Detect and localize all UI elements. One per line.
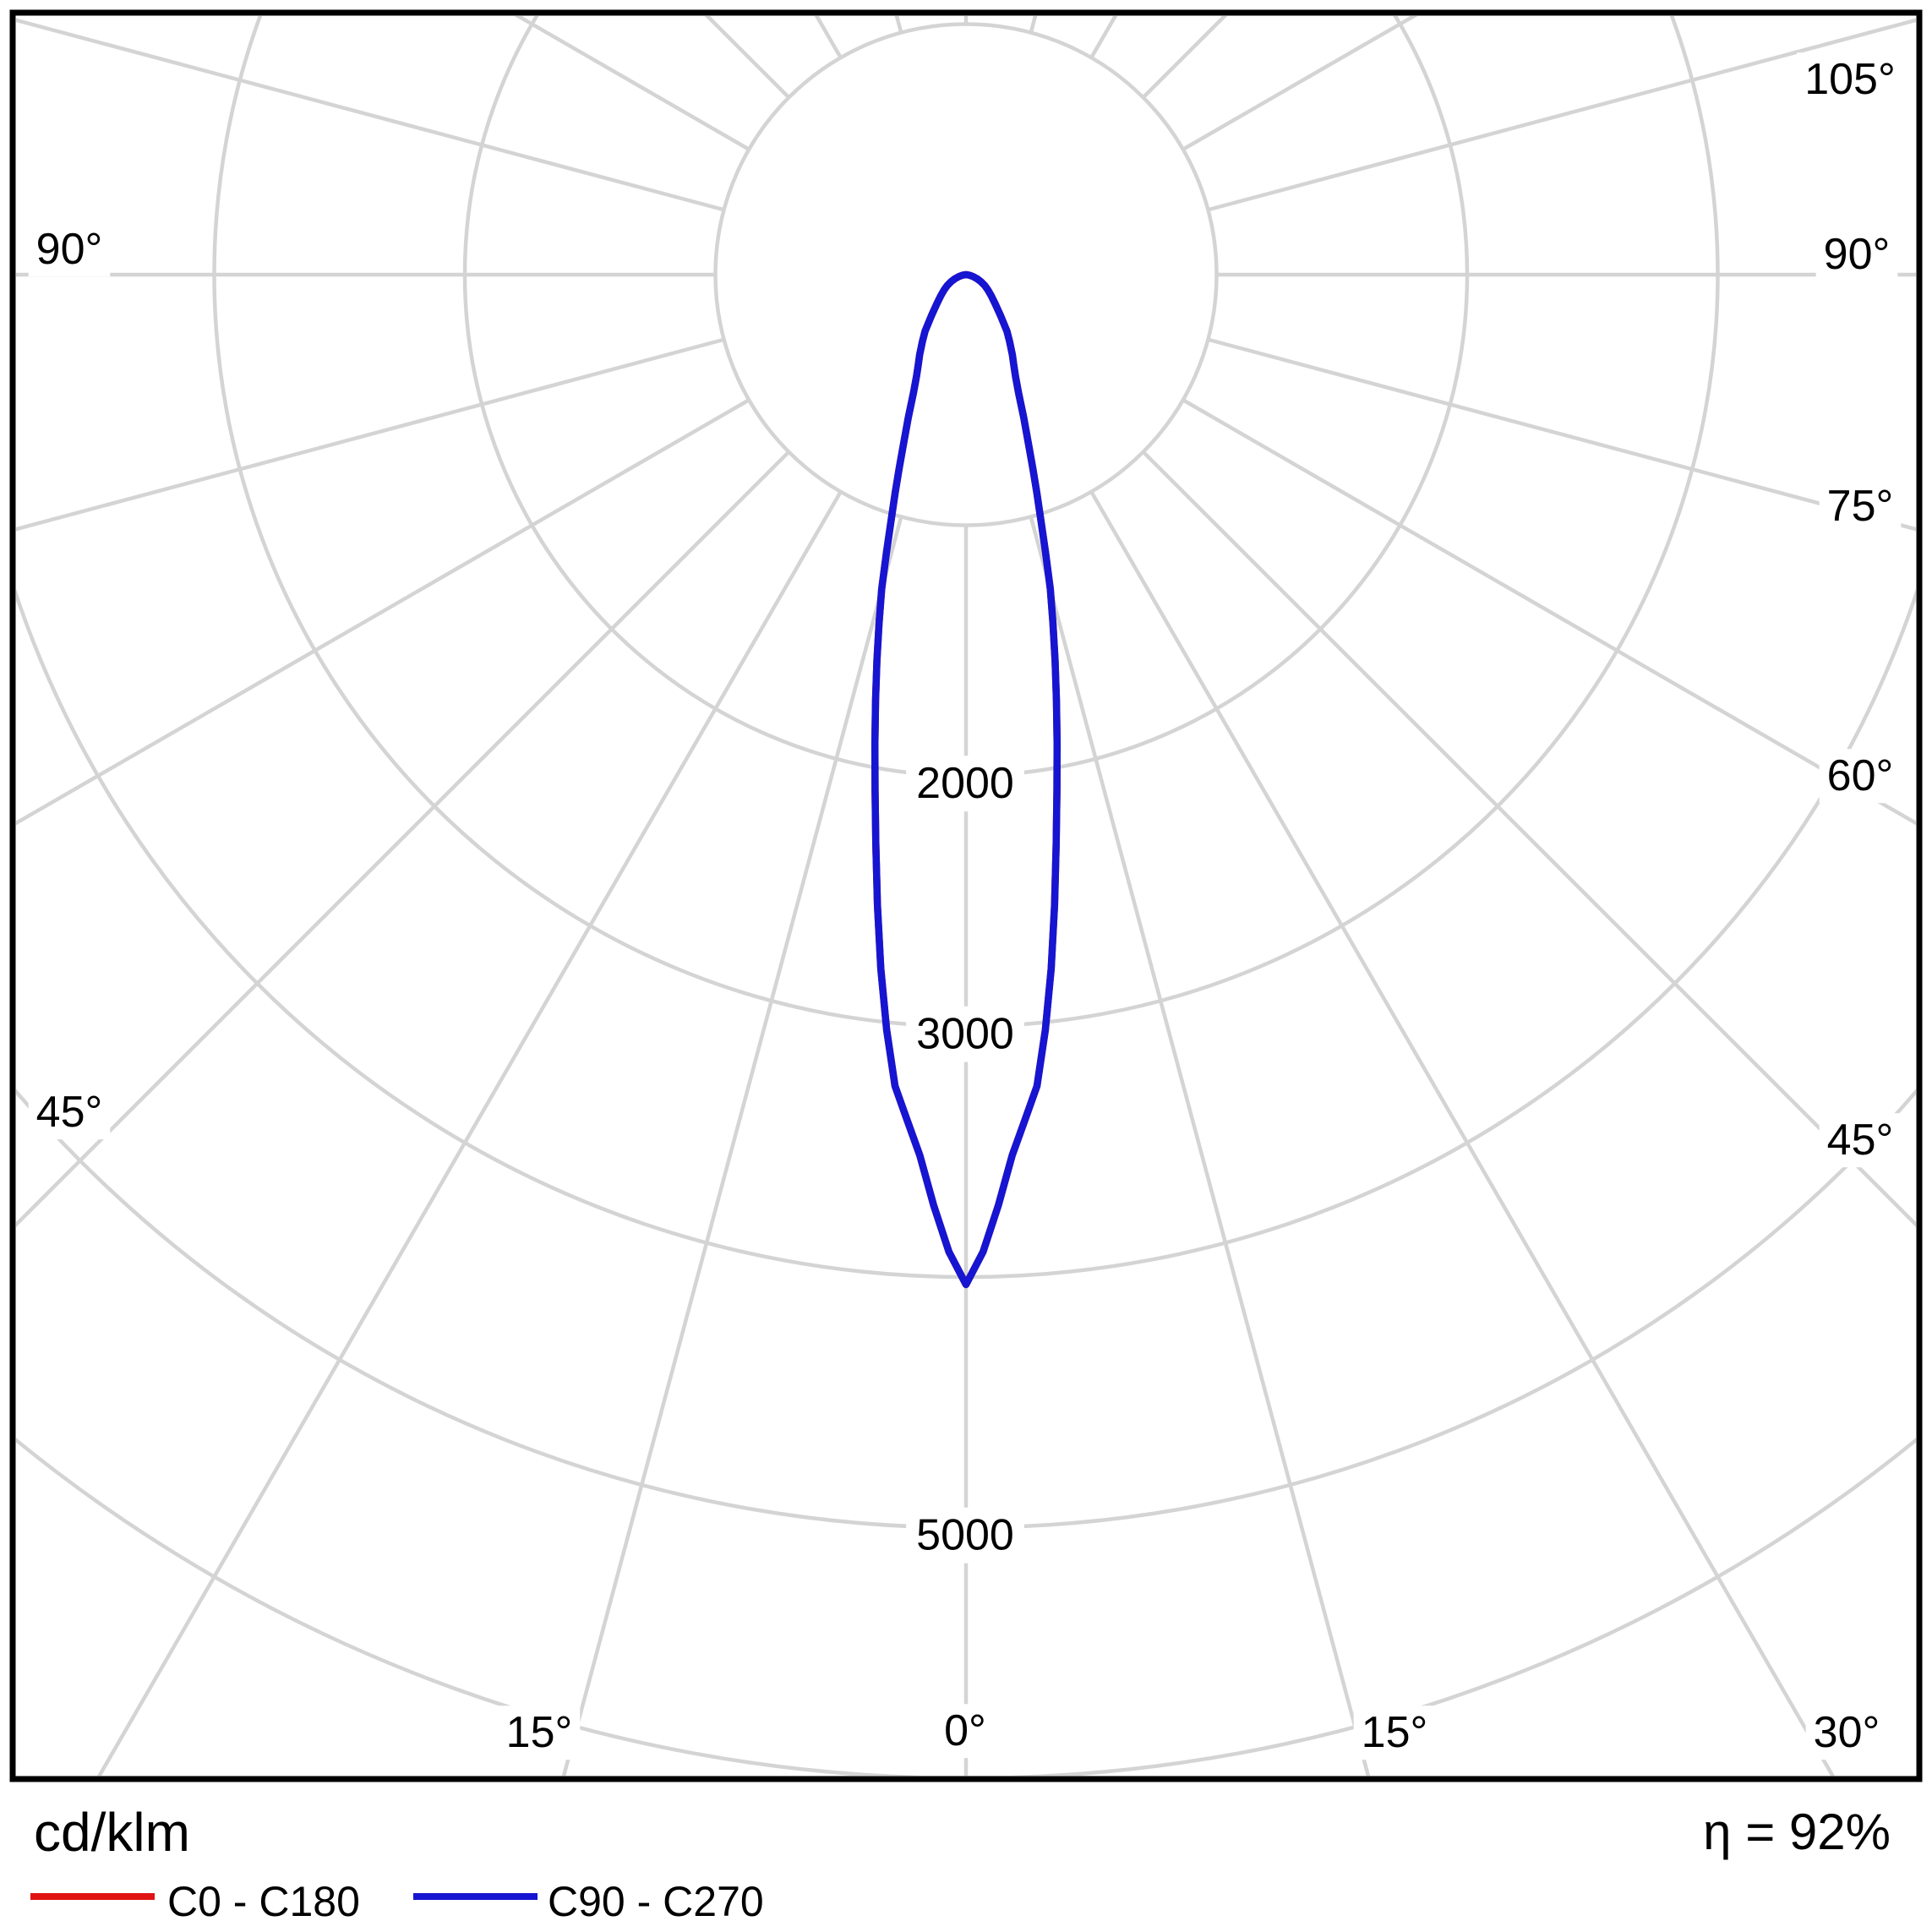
efficiency-label: η = 92% [1703, 1804, 1891, 1860]
angle-label: 60° [1827, 751, 1894, 800]
angle-label: 15° [506, 1708, 573, 1757]
grid-radial-line [561, 516, 903, 1776]
grid-radial-line [16, 18, 725, 212]
grid-radial-line [1029, 516, 1371, 1776]
angle-label: 75° [1827, 482, 1894, 531]
unit-label: cd/klm [34, 1802, 190, 1863]
intensity-curves [870, 270, 1062, 1289]
label-mask [498, 1706, 581, 1760]
grid-labels: 2000 3000 5000 90° 45° 15° 0° 15° 30° 45° 60° 75° 90… [28, 52, 1903, 1760]
label-mask [1815, 227, 1898, 282]
grid-radial-line [16, 450, 790, 1228]
grid-radial-line [1207, 337, 1916, 532]
grid-radial-line [1089, 490, 1835, 1776]
label-mask [936, 1704, 994, 1759]
plot-frame [9, 9, 1923, 1782]
label-mask [1797, 52, 1903, 107]
grid-radial-line [1207, 18, 1916, 212]
label-mask [28, 1085, 111, 1140]
grid-radial-line [1182, 398, 1916, 826]
grid-radial-line [97, 490, 843, 1776]
label-mask [906, 1507, 1024, 1564]
grid-radial-line [16, 398, 750, 826]
angle-label: 105° [1804, 55, 1896, 104]
legend-line-c0-c180 [30, 1893, 155, 1900]
curve-c90-c270 [870, 270, 1062, 1289]
grid-radial-line [16, 337, 725, 532]
label-mask [1819, 749, 1902, 804]
ring-label: 5000 [916, 1511, 1014, 1560]
angle-label: 45° [36, 1088, 103, 1137]
angle-label: 15° [1362, 1708, 1428, 1757]
label-mask [28, 222, 111, 277]
label-mask [1819, 1113, 1902, 1168]
grid-radial-line [1142, 450, 1916, 1228]
label-mask [906, 1006, 1024, 1062]
legend-line-c90-c270 [413, 1893, 538, 1900]
ring-label: 2000 [916, 759, 1014, 808]
legend-label-c0-c180: C0 - C180 [167, 1878, 360, 1925]
grid-radial-line [514, 16, 750, 151]
angle-label: 45° [1827, 1116, 1894, 1165]
label-mask [1819, 479, 1902, 534]
legend-label-c90-c270: C90 - C270 [548, 1878, 764, 1925]
angle-label: 30° [1814, 1708, 1880, 1757]
angle-label: 90° [1824, 230, 1891, 279]
angle-label: 90° [36, 225, 103, 274]
angle-label: 0° [944, 1706, 986, 1755]
label-mask [1805, 1706, 1888, 1760]
label-mask [906, 756, 1024, 812]
label-mask [1353, 1706, 1436, 1760]
ring-label: 3000 [916, 1010, 1014, 1059]
